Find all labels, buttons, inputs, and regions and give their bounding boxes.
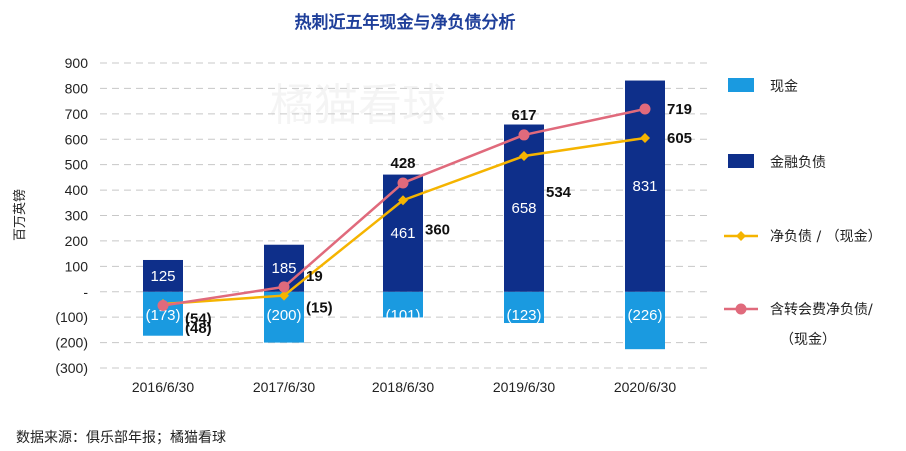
bar	[625, 291, 665, 350]
y-axis-label: 百万英镑	[12, 189, 28, 241]
y-tick-label: (200)	[55, 335, 88, 351]
bar	[143, 259, 183, 292]
line-point	[639, 103, 651, 115]
y-tick-label: (300)	[55, 360, 88, 376]
legend-label-net-debt: 净负债 / （现金）	[770, 229, 882, 245]
bar	[625, 80, 665, 292]
line-label: 534	[546, 184, 572, 201]
source-note: 数据来源：俱乐部年报；橘猫看球	[16, 430, 226, 446]
x-tick-label: 2017/6/30	[253, 379, 315, 395]
bar-label: (123)	[506, 307, 541, 324]
x-axis-ticks: 2016/6/30 2017/6/30 2018/6/30 2019/6/30 2020…	[132, 379, 676, 395]
line-label: (15)	[306, 300, 333, 317]
bar-label: (101)	[385, 307, 420, 324]
legend-swatch-financial-debt	[728, 154, 754, 168]
legend-label-financial-debt: 金融负债	[770, 155, 826, 171]
line-labels: (48) (15) 360 534 605 (54) 19 428 617 719	[185, 101, 692, 337]
y-axis-ticks: 900 800 700 600 500 400 300 200 100 - (100) (200) (3…	[55, 55, 88, 376]
line-point	[640, 132, 650, 143]
y-tick-label: 800	[65, 80, 89, 96]
y-tick-label: 900	[65, 55, 89, 71]
legend-label-net-debt-transfer-cont: （现金）	[780, 332, 836, 348]
line-point	[519, 151, 529, 162]
legend-marker-net-debt	[736, 231, 746, 241]
y-tick-label: 200	[65, 233, 89, 249]
legend: 现金 金融负债 净负债 / （现金） 含转会费净负债/ （现金）	[724, 78, 882, 348]
x-tick-label: 2018/6/30	[372, 379, 434, 395]
line-label: (54)	[185, 310, 212, 327]
line-label: 719	[667, 101, 692, 118]
bar-label: (173)	[145, 307, 180, 324]
bar-label: (200)	[266, 307, 301, 324]
x-tick-label: 2020/6/30	[614, 379, 676, 395]
bar-labels: (173) (200) (101) (123) (226) 125 185 461 658 831	[145, 178, 662, 324]
bar-label: 831	[632, 178, 657, 195]
y-tick-label: 700	[65, 106, 89, 122]
y-tick-label: 300	[65, 208, 89, 224]
line-point	[278, 281, 290, 293]
legend-swatch-cash	[728, 78, 754, 92]
line-label: (48)	[185, 320, 212, 337]
legend-label-net-debt-transfer: 含转会费净负债/	[770, 302, 873, 318]
line-label: 617	[511, 107, 536, 124]
y-tick-label: 100	[65, 258, 89, 274]
x-tick-label: 2016/6/30	[132, 379, 194, 395]
legend-label-cash: 现金	[770, 79, 798, 95]
x-tick-label: 2019/6/30	[493, 379, 555, 395]
line-point	[398, 195, 408, 206]
watermark: 橘猫看球	[270, 80, 446, 131]
line-point	[397, 177, 409, 189]
line-label: 360	[425, 221, 450, 238]
bars	[143, 80, 665, 350]
bar-label: 185	[271, 260, 296, 277]
y-tick-label: (100)	[55, 309, 88, 325]
line-label: 428	[390, 155, 415, 172]
y-tick-label: 500	[65, 157, 89, 173]
line-label: 605	[667, 130, 692, 147]
y-tick-label: 400	[65, 182, 89, 198]
bar-label: (226)	[627, 307, 662, 324]
line-point	[157, 299, 169, 311]
line-point	[279, 290, 289, 301]
legend-marker-net-debt-transfer	[735, 303, 747, 315]
line-point	[518, 129, 530, 141]
y-tick-label: -	[83, 284, 88, 300]
lines	[157, 103, 651, 311]
bar-label: 461	[390, 225, 415, 242]
bar	[504, 291, 544, 324]
bar-label: 125	[150, 268, 175, 285]
chart-title: 热刺近五年现金与净负债分析	[295, 12, 516, 33]
line-label: 19	[306, 268, 323, 285]
bar-label: 658	[511, 200, 536, 217]
bar	[383, 291, 423, 318]
y-tick-label: 600	[65, 131, 89, 147]
